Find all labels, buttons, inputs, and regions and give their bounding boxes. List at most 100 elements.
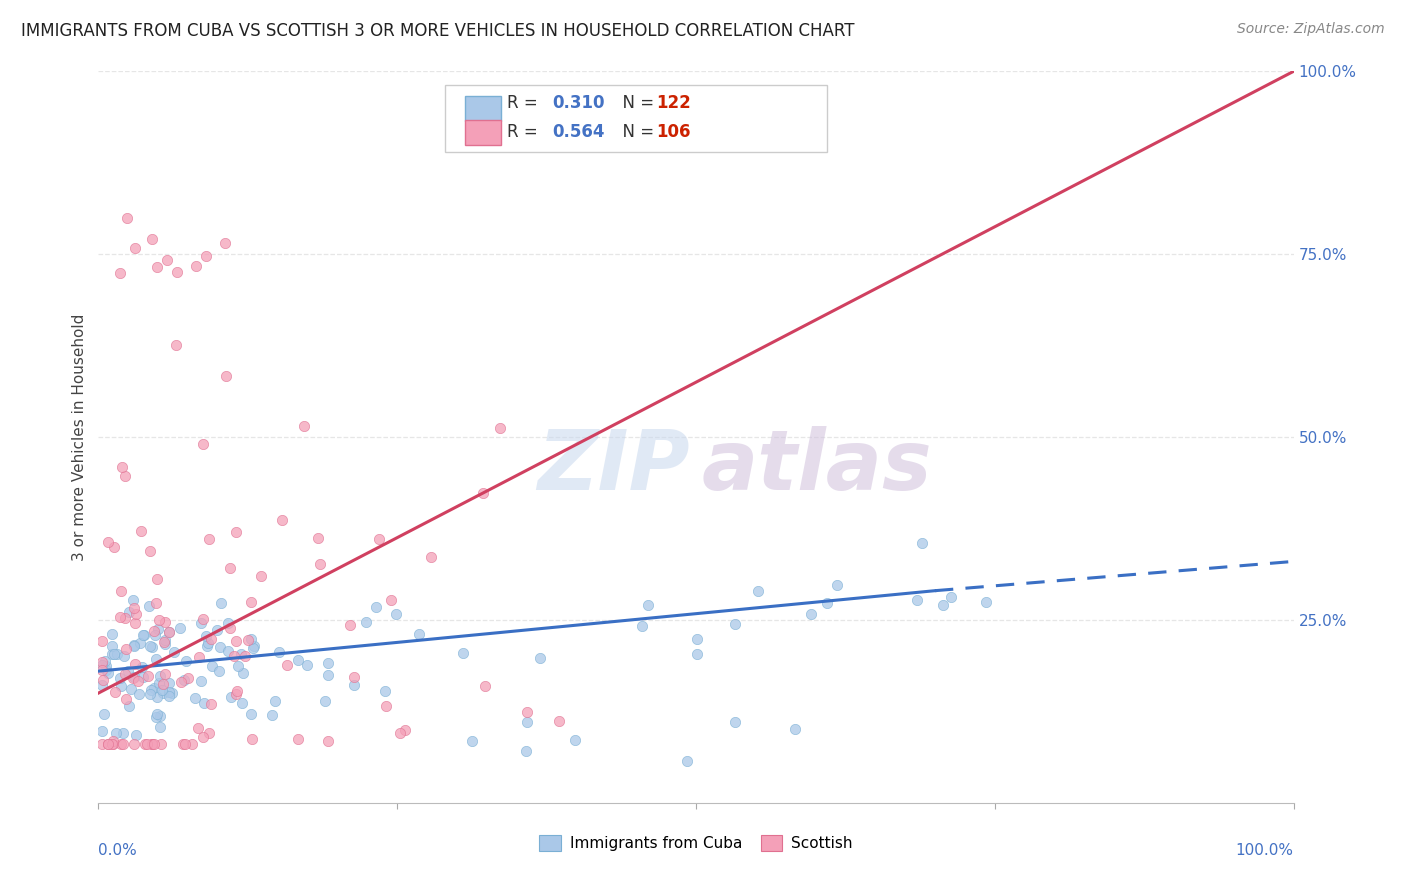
Point [101, 647, 124, 661]
Point [122, 670, 145, 684]
Point [183, 691, 205, 706]
Point [149, 709, 172, 723]
Point [215, 369, 238, 384]
Text: IMMIGRANTS FROM CUBA VS SCOTTISH 3 OR MORE VEHICLES IN HOUSEHOLD CORRELATION CHA: IMMIGRANTS FROM CUBA VS SCOTTISH 3 OR MO… [21, 22, 855, 40]
Point [132, 669, 155, 683]
Point [195, 639, 218, 653]
Point [166, 264, 188, 278]
Point [394, 723, 416, 737]
Point [529, 650, 551, 665]
Point [217, 616, 239, 631]
Point [250, 569, 273, 583]
Point [239, 632, 262, 646]
Point [905, 592, 928, 607]
Point [825, 578, 848, 592]
Point [129, 524, 152, 539]
Point [120, 681, 142, 696]
Point [190, 674, 212, 689]
Point [461, 734, 484, 748]
Point [91, 678, 114, 692]
Point [187, 649, 209, 664]
Point [191, 437, 214, 451]
Point [94, 659, 117, 673]
Point [157, 625, 180, 640]
FancyBboxPatch shape [446, 85, 827, 152]
Point [783, 723, 806, 737]
Point [308, 557, 330, 571]
Point [138, 639, 160, 653]
Point [131, 660, 153, 674]
Point [124, 615, 146, 630]
Point [157, 675, 180, 690]
Point [100, 737, 122, 751]
Point [97, 666, 120, 681]
Point [932, 598, 955, 612]
Point [135, 737, 157, 751]
Point [193, 612, 215, 626]
Text: Source: ZipAtlas.com: Source: ZipAtlas.com [1237, 22, 1385, 37]
Point [343, 678, 366, 692]
Point [121, 593, 143, 607]
Point [939, 591, 962, 605]
Point [141, 737, 163, 751]
Point [129, 635, 152, 649]
Point [110, 679, 132, 693]
Point [240, 731, 263, 746]
Point [217, 644, 239, 658]
Point [314, 694, 336, 708]
Text: R =: R = [508, 123, 543, 141]
Text: 100.0%: 100.0% [1236, 843, 1294, 858]
Point [153, 632, 176, 647]
Point [94, 654, 117, 668]
Point [134, 628, 156, 642]
Point [153, 615, 176, 629]
Point [108, 609, 131, 624]
Point [295, 658, 318, 673]
Point [142, 681, 165, 695]
Point [91, 724, 114, 739]
Point [101, 737, 124, 751]
Point [233, 649, 256, 664]
Point [194, 249, 217, 263]
Point [157, 624, 180, 639]
FancyBboxPatch shape [465, 120, 501, 145]
Point [267, 645, 290, 659]
Point [91, 673, 114, 688]
Text: 122: 122 [657, 94, 692, 112]
Point [228, 658, 250, 673]
Point [564, 733, 586, 747]
Point [162, 686, 184, 700]
Point [145, 596, 167, 610]
Text: 0.564: 0.564 [553, 123, 605, 141]
Point [138, 687, 160, 701]
Point [364, 600, 387, 615]
Point [287, 653, 309, 667]
Point [911, 536, 934, 550]
Point [122, 672, 145, 686]
Point [143, 624, 166, 638]
Point [198, 725, 221, 739]
Point [174, 737, 197, 751]
Text: N =: N = [613, 123, 659, 141]
Point [152, 686, 174, 700]
Point [201, 658, 224, 673]
Text: atlas: atlas [702, 425, 932, 507]
Point [157, 685, 180, 699]
Point [124, 657, 146, 672]
Point [101, 734, 124, 748]
Point [110, 584, 132, 599]
Point [153, 638, 176, 652]
Point [208, 640, 231, 655]
Point [187, 721, 209, 735]
Point [127, 674, 149, 689]
Point [229, 647, 252, 661]
Point [149, 737, 172, 751]
Point [516, 714, 538, 729]
Point [222, 648, 245, 663]
Point [316, 657, 339, 671]
Point [91, 634, 114, 648]
Text: 106: 106 [657, 123, 690, 141]
Point [239, 706, 262, 721]
Point [110, 737, 132, 751]
Text: ZIP: ZIP [537, 425, 690, 507]
